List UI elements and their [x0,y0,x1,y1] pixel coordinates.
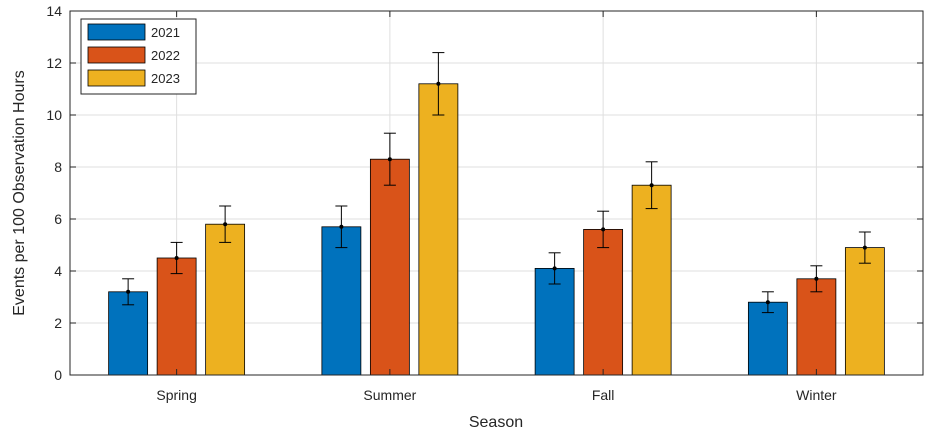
bar [796,278,837,376]
legend-label: 2021 [151,25,180,40]
legend-swatch [87,69,146,87]
legend: 2021 2022 2023 [80,18,197,95]
x-tick-label: Winter [796,387,837,403]
x-tick-label: Spring [156,387,196,403]
error-bar-point [126,289,131,294]
legend-swatch [87,23,146,41]
bar [844,247,885,376]
error-bars [122,52,871,314]
bar [418,83,459,376]
bar [369,158,410,376]
error-bar-point [339,224,344,229]
error-bar-point [814,276,819,281]
legend-label: 2023 [151,71,180,86]
bar [534,267,575,376]
error-bar-point [862,245,867,250]
error-bar-point [649,183,654,188]
y-tick-label: 6 [54,211,62,227]
bar [205,223,246,376]
bar [156,257,197,376]
error-bar-point [436,81,441,86]
y-axis-label: Events per 100 Observation Hours [11,70,28,315]
y-tick-label: 12 [46,55,62,71]
legend-label: 2022 [151,48,180,63]
plot-area [70,11,923,375]
y-tick-label: 0 [54,367,62,383]
error-bar-point [223,222,228,227]
y-tick-label: 2 [54,315,62,331]
y-axis-ticks: 0 2 4 6 8 10 12 14 [46,3,923,383]
y-tick-label: 14 [46,3,62,19]
error-bar-point [601,227,606,232]
bars [108,83,885,376]
y-tick-label: 4 [54,263,62,279]
bar [631,184,672,376]
error-bar-point [552,266,557,271]
bar [583,228,624,376]
y-tick-label: 8 [54,159,62,175]
legend-swatch [87,46,146,64]
bar [321,226,362,376]
error-bar-point [387,157,392,162]
y-tick-label: 10 [46,107,62,123]
x-axis-ticks: Spring Summer Fall Winter [156,11,837,403]
error-bar-point [174,256,179,260]
x-tick-label: Summer [363,387,416,403]
x-axis-label: Season [469,414,523,431]
bar [747,301,788,376]
bar [108,291,149,376]
plot-frame [69,10,924,376]
error-bar-point [765,300,770,305]
x-tick-label: Fall [592,387,615,403]
